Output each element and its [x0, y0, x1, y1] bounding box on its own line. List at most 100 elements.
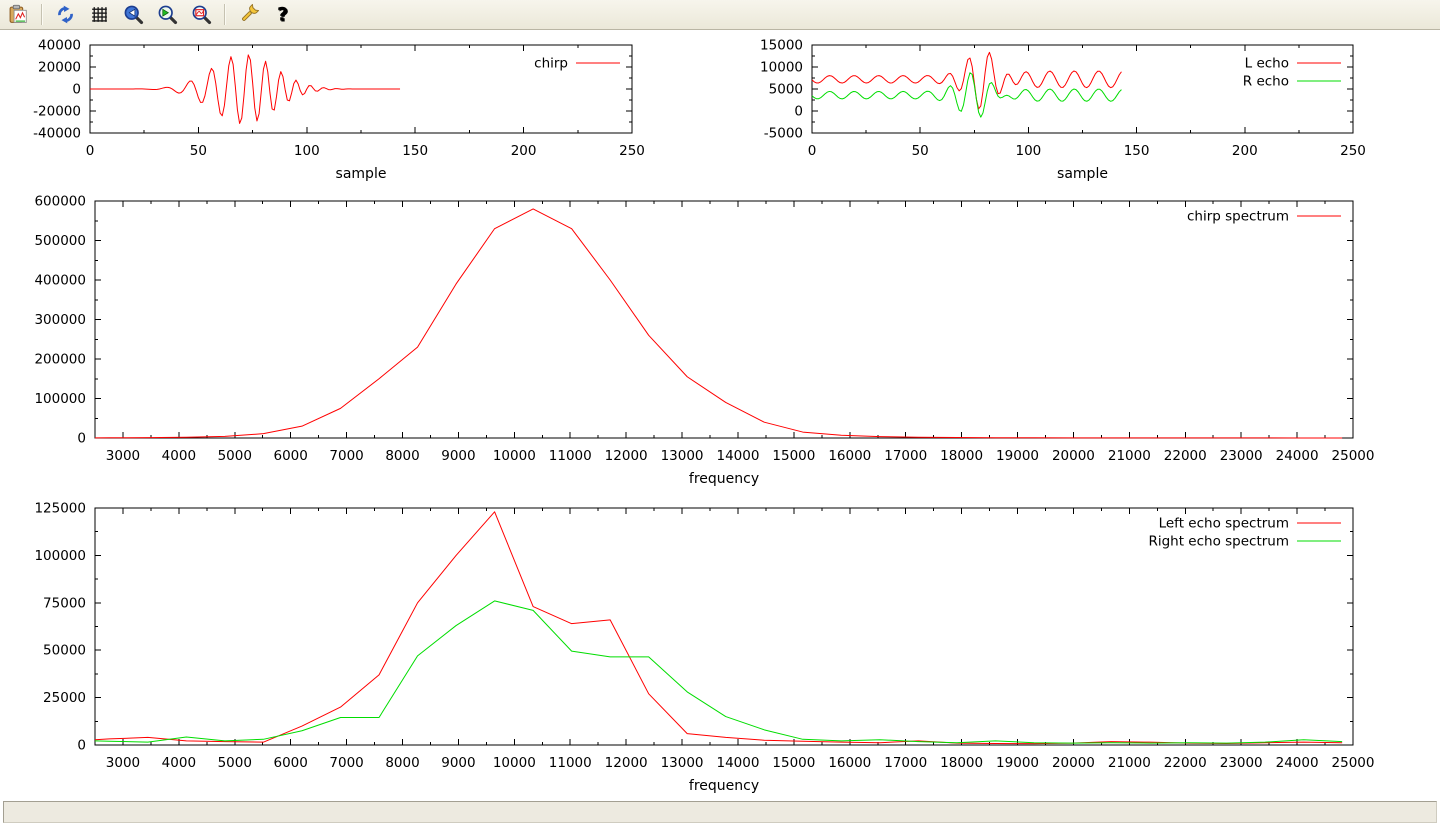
toolbar-separator: [224, 4, 226, 25]
toggle-grid-button[interactable]: [86, 2, 113, 27]
y-tick-label: -20000: [33, 104, 81, 120]
x-tick-label: 150: [1124, 143, 1150, 159]
chart-echo_spectra: 3000 4000 5000 6000 7000 8000 9000 10000 11000 12…: [34, 501, 1374, 795]
x-tick-label: 22000: [1164, 755, 1207, 771]
y-tick-label: 500000: [34, 233, 86, 249]
x-tick-label: 25000: [1332, 755, 1375, 771]
y-tick-label: 40000: [38, 38, 81, 54]
grid-icon: [92, 7, 107, 22]
x-tick-label: 17000: [884, 448, 927, 464]
r-echo-line: [811, 72, 1122, 118]
copy-to-clipboard-button[interactable]: [5, 2, 32, 27]
x-axis-label: frequency: [689, 471, 759, 487]
configure-button[interactable]: [235, 2, 262, 27]
x-tick-label: 200: [1232, 143, 1258, 159]
x-tick-label: 7000: [329, 448, 363, 464]
x-tick-label: 21000: [1108, 755, 1151, 771]
toolbar-separator: [41, 4, 43, 25]
status-bar: [3, 801, 1437, 823]
x-tick-label: 6000: [274, 755, 308, 771]
x-tick-label: 50: [190, 143, 207, 159]
zoom-previous-button[interactable]: [120, 2, 147, 27]
x-tick-label: 5000: [218, 448, 252, 464]
x-tick-label: 16000: [828, 448, 871, 464]
chirp-spectrum-line: [94, 208, 1343, 439]
x-tick-label: 23000: [1220, 755, 1263, 771]
plot-border: [94, 507, 1354, 746]
l-echo-line: [811, 51, 1122, 110]
x-tick-label: 7000: [329, 755, 363, 771]
x-tick-label: 150: [402, 143, 428, 159]
help-button[interactable]: ? ?: [269, 2, 296, 27]
y-tick-label: 600000: [34, 194, 86, 210]
legend-label-left-echo-spectrum: Left echo spectrum: [1159, 516, 1289, 532]
legend-label-r-echo: R echo: [1243, 74, 1289, 90]
x-tick-label: 15000: [772, 755, 815, 771]
x-tick-label: 9000: [441, 448, 475, 464]
x-tick-label: 0: [808, 143, 817, 159]
x-axis-label: sample: [336, 166, 387, 182]
x-tick-label: 11000: [549, 755, 592, 771]
chart-echoes: 0 50 100 150 200 250 -5000 0 5000 10000 15000 sampl…: [760, 38, 1366, 183]
x-tick-label: 18000: [940, 755, 983, 771]
x-tick-label: 5000: [218, 755, 252, 771]
legend-label-chirp-spectrum: chirp spectrum: [1187, 209, 1289, 225]
right-echo-spectrum-line: [94, 600, 1343, 744]
plot-canvas[interactable]: 0 50 100 150 200 250 -40000 -20000 0 20000 40000 sa…: [0, 31, 1440, 800]
x-tick-label: 17000: [884, 755, 927, 771]
y-tick-label: 100000: [34, 548, 86, 564]
x-tick-label: 14000: [717, 448, 760, 464]
y-tick-label: 400000: [34, 273, 86, 289]
x-tick-label: 50: [912, 143, 929, 159]
x-tick-label: 16000: [828, 755, 871, 771]
plot-border: [94, 200, 1354, 439]
x-tick-label: 24000: [1276, 448, 1319, 464]
x-tick-label: 100: [294, 143, 320, 159]
y-tick-label: 125000: [34, 501, 86, 517]
x-tick-label: 14000: [717, 755, 760, 771]
x-tick-label: 6000: [274, 448, 308, 464]
chirp-line: [90, 54, 401, 124]
x-tick-label: 22000: [1164, 448, 1207, 464]
x-tick-label: 8000: [385, 448, 419, 464]
autoscale-button[interactable]: [188, 2, 215, 27]
svg-text:?: ?: [277, 4, 288, 25]
y-tick-label: -5000: [764, 126, 803, 142]
x-axis-label: frequency: [689, 778, 759, 794]
x-tick-label: 4000: [162, 448, 196, 464]
x-tick-label: 23000: [1220, 448, 1263, 464]
legend-label-right-echo-spectrum: Right echo spectrum: [1148, 534, 1289, 550]
x-tick-label: 13000: [661, 448, 704, 464]
magnifier-forward-icon: [158, 5, 178, 25]
y-tick-label: 15000: [760, 38, 803, 54]
x-tick-label: 9000: [441, 755, 475, 771]
chart-chirp_spectrum: 3000 4000 5000 6000 7000 8000 9000 10000 11000 12…: [34, 194, 1374, 488]
y-tick-label: 200000: [34, 352, 86, 368]
plot-border: [811, 44, 1354, 134]
x-tick-label: 12000: [605, 755, 648, 771]
x-tick-label: 100: [1016, 143, 1042, 159]
x-tick-label: 13000: [661, 755, 704, 771]
x-tick-label: 3000: [106, 755, 140, 771]
replot-button[interactable]: [52, 2, 79, 27]
y-tick-label: 0: [77, 431, 86, 447]
legend-label-l-echo: L echo: [1245, 56, 1289, 72]
y-tick-label: 25000: [43, 690, 86, 706]
legend-label-chirp: chirp: [534, 56, 568, 72]
x-tick-label: 21000: [1108, 448, 1151, 464]
help-icon: ? ?: [277, 4, 289, 25]
x-tick-label: 3000: [106, 448, 140, 464]
zoom-next-button[interactable]: [154, 2, 181, 27]
x-tick-label: 250: [619, 143, 645, 159]
y-tick-label: 0: [77, 738, 86, 754]
plots-svg: 0 50 100 150 200 250-40000-2000002000040000sa…: [33, 38, 1374, 795]
refresh-icon: [58, 5, 73, 24]
x-tick-label: 250: [1340, 143, 1366, 159]
y-tick-label: 10000: [760, 60, 803, 76]
y-tick-label: 75000: [43, 595, 86, 611]
x-tick-label: 200: [511, 143, 537, 159]
x-axis-label: sample: [1057, 166, 1108, 182]
x-tick-label: 4000: [162, 755, 196, 771]
x-tick-label: 25000: [1332, 448, 1375, 464]
